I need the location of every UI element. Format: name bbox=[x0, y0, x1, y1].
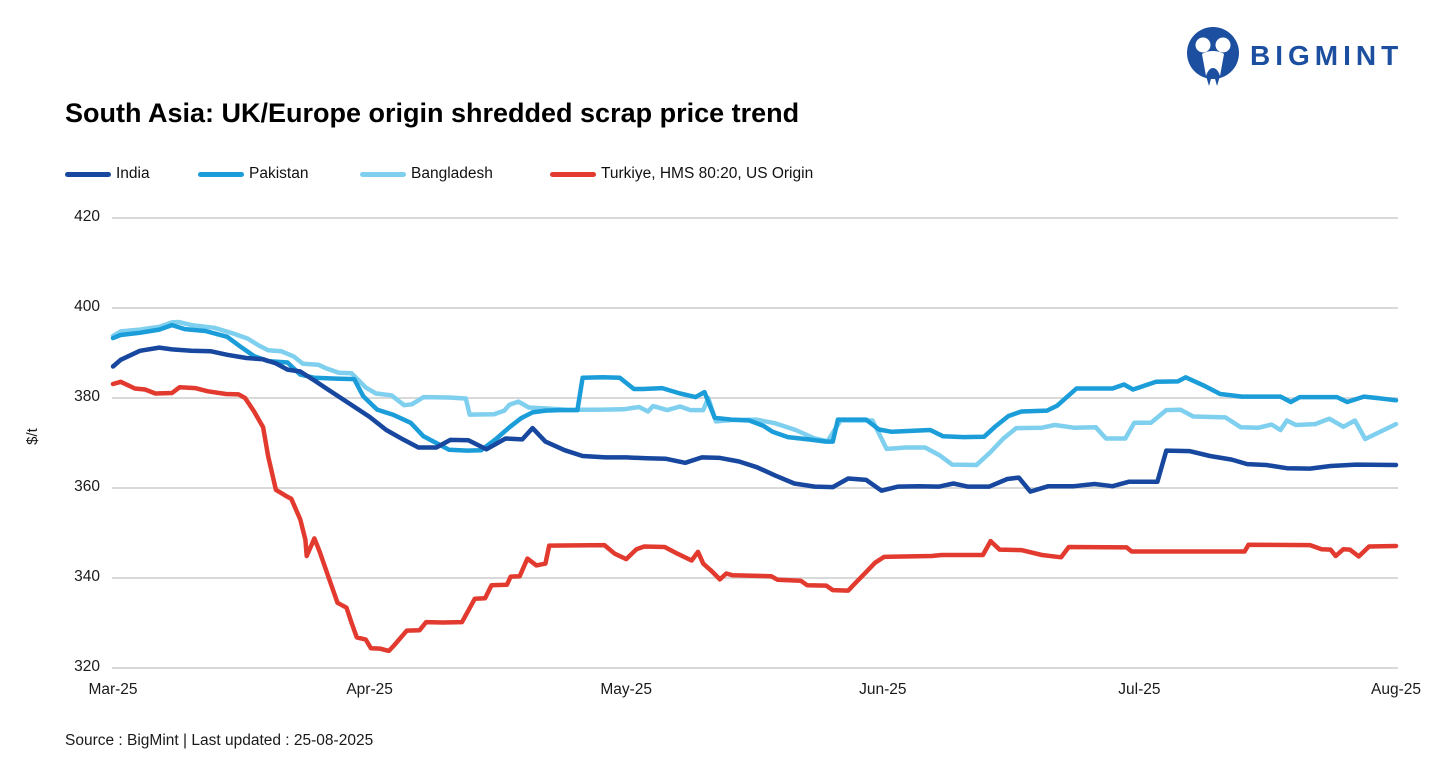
y-tick-label: 360 bbox=[74, 478, 100, 495]
legend-item-india: India bbox=[65, 163, 150, 185]
legend-label: India bbox=[116, 165, 150, 183]
source-note: Source : BigMint | Last updated : 25-08-… bbox=[65, 732, 374, 749]
x-tick-label: May-25 bbox=[600, 681, 653, 698]
legend-label: Turkiye, HMS 80:20, US Origin bbox=[601, 165, 814, 183]
y-tick-label: 400 bbox=[74, 298, 100, 315]
x-tick-label: Aug-25 bbox=[1371, 681, 1421, 698]
legend-swatch bbox=[198, 171, 244, 177]
bigmint-logo-icon bbox=[1187, 27, 1239, 86]
legend-item-pakistan: Pakistan bbox=[198, 163, 308, 185]
legend-label: Bangladesh bbox=[411, 165, 493, 183]
x-tick-label: Apr-25 bbox=[346, 681, 393, 698]
legend-item-turkiye: Turkiye, HMS 80:20, US Origin bbox=[550, 163, 813, 185]
x-tick-label: Mar-25 bbox=[88, 681, 138, 698]
chart-title: South Asia: UK/Europe origin shredded sc… bbox=[65, 98, 800, 128]
legend-swatch bbox=[65, 171, 111, 177]
legend-swatch bbox=[550, 171, 596, 177]
y-tick-label: 380 bbox=[74, 388, 100, 405]
chart-legend: India Pakistan Bangladesh Turkiye, HMS 80:2… bbox=[0, 163, 1434, 185]
bigmint-logo-text: BIGMINT bbox=[1250, 40, 1404, 71]
series-line-india bbox=[110, 345, 1399, 494]
legend-item-bangladesh: Bangladesh bbox=[360, 163, 493, 185]
bigmint-logo: BIGMINT bbox=[1186, 26, 1403, 86]
y-tick-label: 340 bbox=[74, 568, 100, 585]
x-tick-label: Jun-25 bbox=[859, 681, 907, 698]
series-line-pakistan bbox=[110, 322, 1399, 453]
y-tick-label: 320 bbox=[74, 658, 100, 675]
legend-label: Pakistan bbox=[249, 165, 309, 183]
series-line-bangladesh bbox=[110, 319, 1399, 468]
y-tick-label: 420 bbox=[74, 208, 100, 225]
x-tick-label: Jul-25 bbox=[1118, 681, 1161, 698]
series-line-turkiye bbox=[110, 379, 1399, 654]
y-axis-title: $/t bbox=[23, 428, 41, 445]
legend-swatch bbox=[360, 171, 406, 177]
